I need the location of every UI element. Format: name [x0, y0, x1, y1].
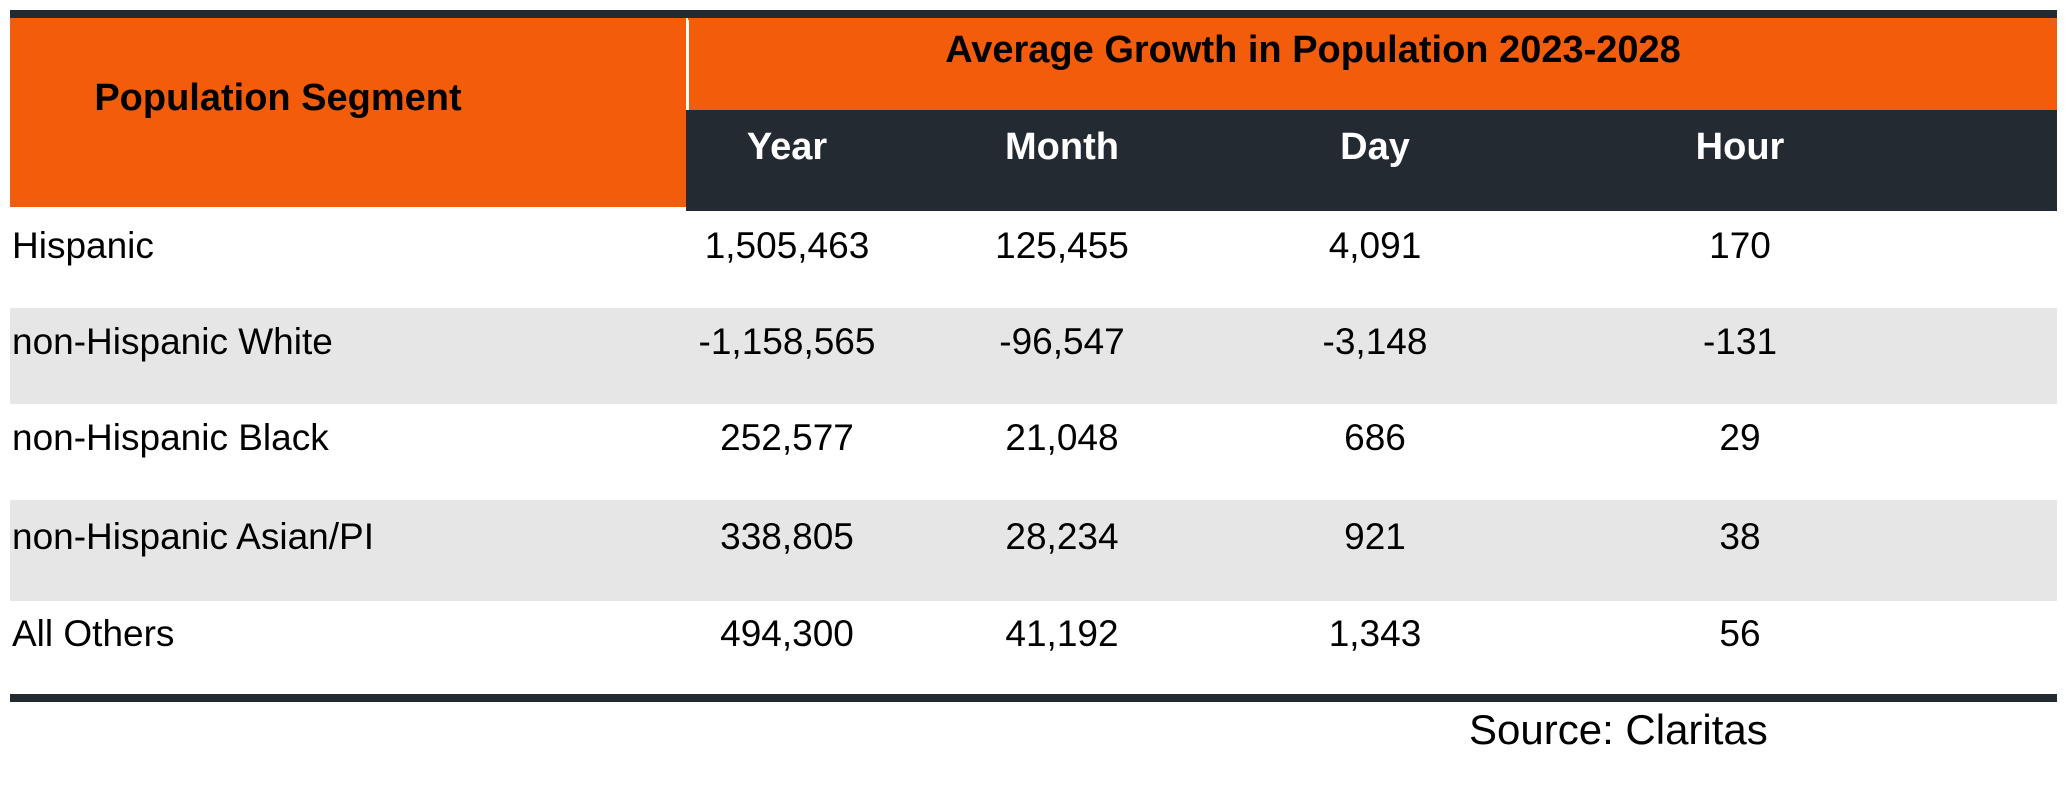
cell-value: 41,192 [1005, 612, 1119, 654]
top-rule [10, 10, 2057, 18]
segment-header-bg [10, 18, 686, 207]
cell-value: -96,547 [999, 321, 1125, 362]
cell-value: 494,300 [720, 612, 854, 654]
group-header-bg [688, 18, 2057, 110]
cell-value: 921 [1344, 515, 1406, 557]
segment-header: Population Segment [94, 76, 462, 119]
cell-value: 29 [1719, 417, 1761, 458]
row-stripe [10, 308, 2057, 404]
cell-value: 28,234 [1005, 515, 1119, 557]
header-divider [686, 20, 689, 110]
row-label: All Others [12, 612, 175, 654]
cell-value: 125,455 [995, 224, 1129, 266]
column-header: Year [746, 126, 828, 168]
column-header: Day [1340, 126, 1410, 168]
cell-value: -131 [1702, 321, 1778, 362]
cell-value: 1,505,463 [704, 224, 870, 266]
cell-value: 56 [1719, 612, 1761, 654]
cell-value: -3,148 [1322, 321, 1428, 362]
subheader-bg [686, 110, 2057, 211]
row-label: Hispanic [12, 224, 154, 266]
cell-value: 38 [1719, 515, 1761, 557]
row-stripe [10, 500, 2057, 601]
cell-value: 1,343 [1328, 612, 1422, 654]
group-header: Average Growth in Population 2023-2028 [945, 28, 1681, 71]
row-label: non-Hispanic White [12, 321, 333, 362]
cell-value: 4,091 [1328, 224, 1422, 266]
cell-value: 686 [1344, 417, 1406, 458]
cell-value: 170 [1709, 224, 1771, 266]
bottom-rule [10, 694, 2057, 702]
row-label: non-Hispanic Black [12, 417, 329, 458]
column-header: Month [1005, 126, 1119, 168]
source: Source: Claritas [1469, 706, 1768, 753]
cell-value: -1,158,565 [698, 321, 876, 362]
cell-value: 21,048 [1005, 417, 1119, 458]
row-label: non-Hispanic Asian/PI [12, 515, 374, 557]
column-header: Hour [1695, 126, 1785, 168]
cell-value: 252,577 [720, 417, 854, 458]
cell-value: 338,805 [720, 515, 854, 557]
